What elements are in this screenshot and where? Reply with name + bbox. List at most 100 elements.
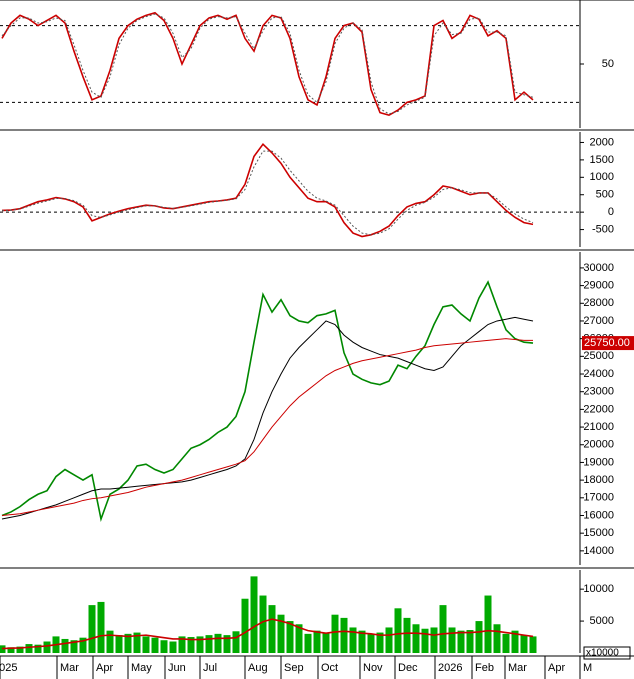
x-tick-label: M [583,662,592,674]
volume-bar [133,632,141,653]
x-tick-label: Feb [475,662,494,674]
volume-bar [97,601,105,653]
y-tick-label: 25000 [583,350,614,362]
volume-bar [187,637,195,653]
x-tick-label: 2026 [438,662,462,674]
y-tick-label: 18000 [583,474,614,486]
y-tick-label: 1500 [590,154,614,166]
volume-bar [223,635,231,653]
x-tick-label: Apr [548,662,565,674]
y-tick-label: 28000 [583,297,614,309]
y-tick-label: 27000 [583,315,614,327]
y-tick-label: 24000 [583,368,614,380]
volume-bar [25,644,33,653]
x-tick-label: May [131,662,152,674]
y-tick-label: 23000 [583,386,614,398]
volume-bar [520,635,528,653]
y-tick-label: 17000 [583,492,614,504]
y-tick-label: 16000 [583,509,614,521]
x-tick-label: Mar [60,662,79,674]
volume-bar [151,637,159,653]
volume-bar [115,635,123,653]
volume-bar [358,630,366,653]
volume-bar [511,630,519,653]
volume-bar [385,627,393,653]
volume-bar [88,605,96,653]
y-tick-label: 50 [602,58,614,70]
volume-bar [70,640,78,653]
series-line [1,338,533,516]
volume-bar [277,614,285,653]
x-tick-label: Jul [203,662,217,674]
volume-bar [484,595,492,653]
volume-bar [196,636,204,653]
volume-bar [313,630,321,653]
y-tick-label: 14000 [583,545,614,557]
volume-bar [79,637,87,653]
volume-bar [214,633,222,653]
volume-bar [502,633,510,653]
unit-label: x10000 [586,648,619,659]
volume-bar [394,608,402,653]
series-line [1,142,534,238]
volume-bar [142,636,150,653]
x-tick-label: Nov [363,662,383,674]
volume-bar [61,638,69,653]
volume-bar [430,627,438,653]
last-price-box [582,336,634,351]
y-tick-label: 5000 [590,615,614,627]
x-tick-label: Sep [284,662,304,674]
x-tick-label: Aug [248,662,268,674]
volume-bar [34,644,42,653]
series-line [1,13,534,115]
volume-bar [457,630,465,653]
y-tick-label: 21000 [583,421,614,433]
y-tick-label: 20000 [583,439,614,451]
volume-bar [169,641,177,653]
x-tick-label: Dec [398,662,418,674]
y-tick-label: 500 [596,189,614,201]
series-line [1,150,534,236]
y-tick-label: -500 [592,223,614,235]
x-tick-label: Apr [96,662,113,674]
volume-bar [493,624,501,653]
y-tick-label: 22000 [583,403,614,415]
y-tick-label: 29000 [583,280,614,292]
volume-bar [475,621,483,653]
volume-bar [349,627,357,653]
volume-bar [331,614,339,653]
y-tick-label: 2000 [590,136,614,148]
volume-bar [7,647,15,653]
volume-bar [205,635,213,653]
volume-bar [340,617,348,653]
volume-bar [466,630,474,653]
volume-bar [250,576,258,653]
volume-bar [286,621,294,653]
volume-bar [403,617,411,653]
y-tick-label: 10000 [583,583,614,595]
series-line [1,316,534,520]
x-tick-label: 2025 [0,662,17,674]
volume-bar [259,595,267,653]
x-tick-label: Jun [168,662,186,674]
last-price-label: 25750.00 [584,337,630,349]
volume-bar [160,640,168,653]
series-line [1,11,534,117]
volume-bar [268,605,276,653]
volume-bar [304,633,312,653]
y-tick-label: 19000 [583,456,614,468]
volume-bar [376,632,384,653]
volume-bar [241,598,249,653]
x-tick-label: Oct [321,662,338,674]
series-line [1,618,534,650]
volume-bar [529,636,537,653]
volume-bar [106,630,114,653]
y-tick-label: 30000 [583,262,614,274]
volume-bar [439,605,447,653]
volume-bar [295,624,303,653]
volume-bar [124,633,132,653]
volume-bar [178,636,186,653]
volume-bar [448,627,456,653]
volume-bar [43,641,51,653]
